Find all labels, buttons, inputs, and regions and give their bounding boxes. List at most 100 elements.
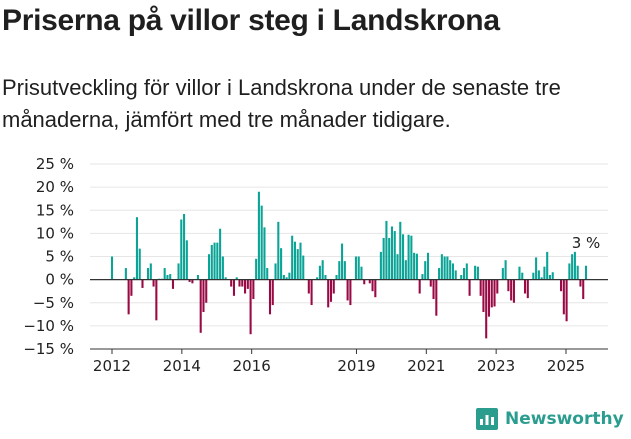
bar bbox=[260, 205, 263, 280]
bar bbox=[127, 279, 130, 315]
bar bbox=[291, 235, 294, 280]
bar bbox=[183, 213, 186, 280]
bar bbox=[124, 268, 127, 280]
bar bbox=[232, 279, 236, 296]
bar bbox=[404, 260, 407, 280]
bar bbox=[487, 279, 491, 317]
bar bbox=[413, 252, 416, 280]
newsworthy-logo-text: Newsworthy bbox=[505, 409, 624, 429]
bar bbox=[584, 265, 588, 280]
x-tick-label: 2025 bbox=[547, 357, 585, 375]
bar bbox=[526, 279, 529, 299]
bar bbox=[460, 275, 463, 280]
bar bbox=[576, 265, 579, 280]
bar bbox=[476, 266, 479, 280]
bar bbox=[402, 234, 405, 280]
y-tick-label: 5 % bbox=[45, 248, 74, 266]
bar bbox=[349, 279, 352, 306]
bar bbox=[482, 279, 485, 313]
bar bbox=[241, 279, 244, 287]
bar bbox=[299, 242, 302, 280]
bar bbox=[166, 275, 169, 280]
bar bbox=[449, 260, 452, 280]
bar bbox=[296, 249, 299, 280]
bar bbox=[410, 235, 413, 280]
bar bbox=[493, 279, 496, 307]
bar bbox=[263, 227, 266, 280]
bar bbox=[324, 275, 327, 280]
bar bbox=[318, 265, 321, 280]
bar bbox=[535, 257, 538, 280]
bar bbox=[463, 268, 466, 280]
bar bbox=[133, 277, 136, 280]
bar bbox=[518, 266, 521, 280]
bar bbox=[130, 279, 133, 296]
bar bbox=[110, 256, 114, 280]
bar bbox=[551, 272, 554, 280]
bar bbox=[285, 277, 288, 280]
bar bbox=[560, 279, 563, 292]
chart-bars bbox=[110, 191, 588, 339]
bar bbox=[521, 272, 524, 280]
bar bbox=[147, 268, 150, 280]
x-axis-tick-labels: 2012 2014 2016 2019 2021 2023 2025 bbox=[93, 349, 585, 375]
bar bbox=[390, 226, 394, 280]
bar bbox=[543, 266, 546, 280]
bar bbox=[224, 277, 227, 280]
bar bbox=[346, 279, 349, 301]
newsworthy-logo-icon bbox=[476, 408, 498, 430]
bar bbox=[382, 238, 385, 280]
bar bbox=[357, 256, 360, 280]
bar bbox=[429, 279, 432, 287]
bar bbox=[479, 279, 482, 296]
bar bbox=[501, 268, 504, 280]
bar bbox=[415, 253, 418, 280]
bar bbox=[474, 265, 477, 280]
bar bbox=[207, 254, 211, 280]
bar bbox=[252, 279, 255, 300]
bar bbox=[282, 275, 285, 280]
x-tick-label: 2014 bbox=[163, 357, 201, 375]
y-tick-label: 10 % bbox=[36, 224, 74, 242]
newsworthy-logo[interactable]: Newsworthy bbox=[476, 408, 624, 430]
bar bbox=[421, 274, 424, 280]
bar bbox=[171, 279, 175, 289]
bar bbox=[418, 279, 421, 294]
bar bbox=[579, 279, 582, 287]
bar bbox=[354, 256, 357, 280]
bar bbox=[443, 256, 446, 280]
bar bbox=[548, 275, 552, 280]
y-tick-label: −10 % bbox=[23, 317, 74, 335]
bar bbox=[438, 268, 441, 280]
x-tick-label: 2012 bbox=[93, 357, 131, 375]
bar bbox=[230, 279, 233, 287]
bar bbox=[249, 279, 252, 335]
bar bbox=[196, 275, 199, 280]
bar bbox=[399, 221, 402, 280]
bar bbox=[454, 270, 457, 280]
bar bbox=[219, 228, 222, 280]
bar bbox=[235, 277, 238, 280]
bar bbox=[216, 242, 219, 280]
bar bbox=[504, 260, 507, 280]
bar bbox=[202, 279, 205, 313]
bar bbox=[360, 266, 363, 280]
bar bbox=[210, 244, 213, 280]
bar bbox=[188, 279, 191, 282]
bar bbox=[141, 279, 144, 288]
bar bbox=[310, 279, 313, 306]
bar bbox=[268, 279, 272, 315]
bar bbox=[135, 217, 138, 280]
bar bbox=[221, 256, 224, 280]
page-title: Priserna på villor steg i Landskrona bbox=[2, 4, 500, 37]
bar bbox=[565, 279, 568, 322]
bar bbox=[451, 263, 454, 280]
bar bbox=[546, 251, 549, 280]
bar bbox=[363, 279, 366, 285]
bar bbox=[540, 277, 543, 280]
bar bbox=[512, 279, 515, 303]
y-tick-label: 25 % bbox=[36, 155, 74, 173]
bar bbox=[426, 252, 430, 280]
bar bbox=[573, 251, 576, 280]
bar bbox=[446, 256, 449, 280]
